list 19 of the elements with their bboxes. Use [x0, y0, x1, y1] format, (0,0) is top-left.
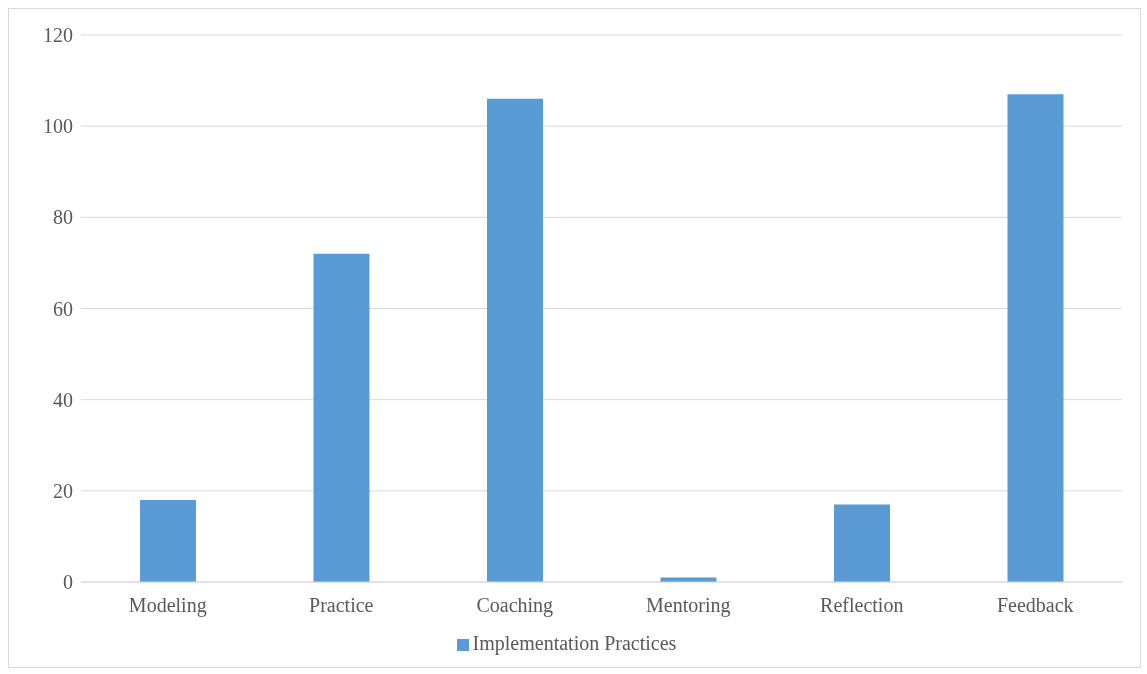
y-tick-label: 60 [53, 297, 73, 320]
bar [313, 253, 370, 582]
bar [833, 504, 890, 582]
x-tick-label: Coaching [476, 594, 554, 618]
y-tick-label: 80 [53, 206, 73, 229]
x-tick-label: Modeling [128, 594, 207, 618]
bar [486, 98, 543, 582]
x-tick-label: Feedback [996, 594, 1074, 617]
y-tick-label: 100 [43, 115, 73, 138]
y-tick-label: 20 [53, 479, 73, 502]
x-tick-label: Reflection [820, 594, 904, 617]
y-tick-label: 0 [63, 571, 73, 594]
legend-label: Implementation Practices [472, 632, 677, 654]
y-tick-label: 120 [43, 24, 73, 47]
y-tick-label: 40 [53, 388, 73, 411]
x-tick-label: Practice [309, 594, 374, 617]
bar [139, 499, 196, 582]
x-tick-label: Mentoring [646, 594, 731, 618]
bar [1007, 94, 1064, 582]
